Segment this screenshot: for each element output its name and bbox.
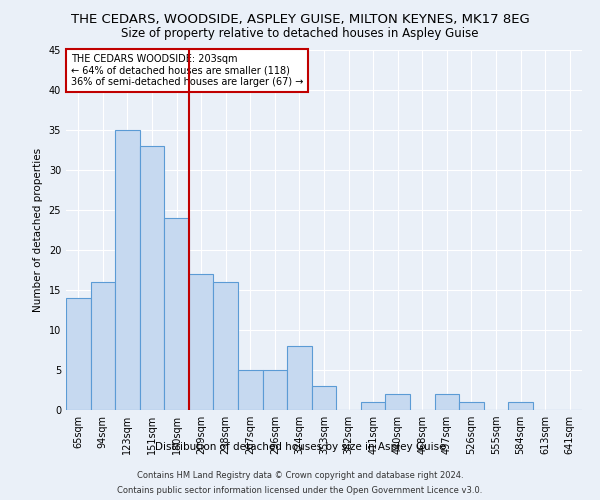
Bar — [189, 274, 214, 410]
Text: THE CEDARS, WOODSIDE, ASPLEY GUISE, MILTON KEYNES, MK17 8EG: THE CEDARS, WOODSIDE, ASPLEY GUISE, MILT… — [71, 12, 529, 26]
Text: Contains public sector information licensed under the Open Government Licence v3: Contains public sector information licen… — [118, 486, 482, 495]
Bar — [508, 402, 533, 410]
Bar — [164, 218, 189, 410]
Bar — [115, 130, 140, 410]
Bar — [312, 386, 336, 410]
Text: Distribution of detached houses by size in Aspley Guise: Distribution of detached houses by size … — [155, 442, 445, 452]
Bar — [214, 282, 238, 410]
Bar — [238, 370, 263, 410]
Bar — [434, 394, 459, 410]
Bar — [66, 298, 91, 410]
Bar — [385, 394, 410, 410]
Text: THE CEDARS WOODSIDE: 203sqm
← 64% of detached houses are smaller (118)
36% of se: THE CEDARS WOODSIDE: 203sqm ← 64% of det… — [71, 54, 304, 87]
Text: Contains HM Land Registry data © Crown copyright and database right 2024.: Contains HM Land Registry data © Crown c… — [137, 471, 463, 480]
Bar — [140, 146, 164, 410]
Bar — [361, 402, 385, 410]
Bar — [91, 282, 115, 410]
Bar — [287, 346, 312, 410]
Bar — [459, 402, 484, 410]
Bar — [263, 370, 287, 410]
Y-axis label: Number of detached properties: Number of detached properties — [33, 148, 43, 312]
Text: Size of property relative to detached houses in Aspley Guise: Size of property relative to detached ho… — [121, 28, 479, 40]
